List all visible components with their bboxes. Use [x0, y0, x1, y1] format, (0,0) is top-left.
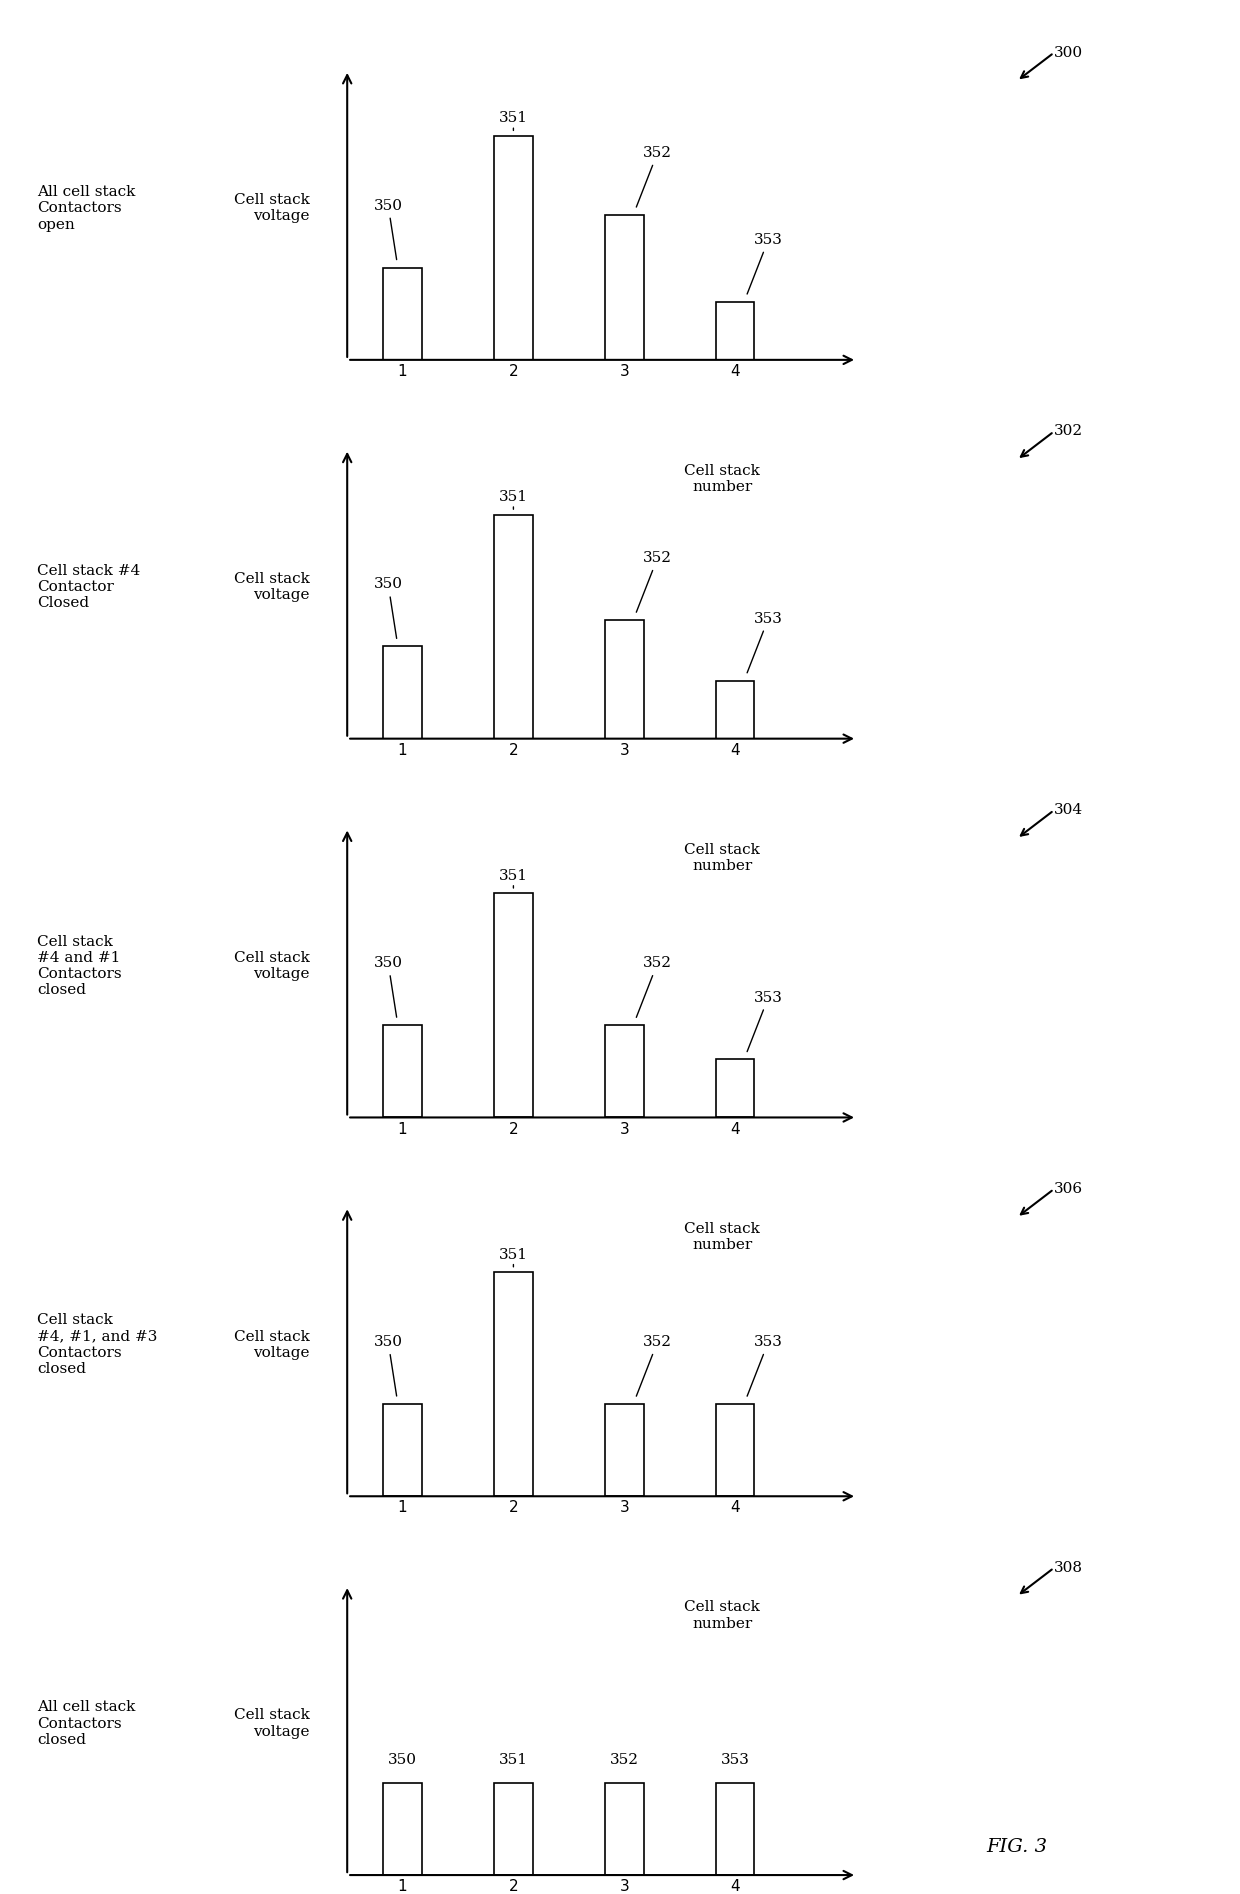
- Bar: [605, 1403, 644, 1496]
- Bar: [605, 1782, 644, 1875]
- Bar: [494, 1273, 533, 1496]
- Text: Cell stack
voltage: Cell stack voltage: [234, 951, 310, 981]
- Text: FIG. 3: FIG. 3: [986, 1837, 1048, 1856]
- Bar: [605, 214, 644, 360]
- Bar: [383, 646, 422, 739]
- Text: 352: 352: [636, 956, 672, 1017]
- Text: 353: 353: [748, 233, 782, 294]
- Text: 304: 304: [1054, 803, 1083, 816]
- Text: 352: 352: [636, 1335, 672, 1396]
- Bar: [494, 1782, 533, 1875]
- Bar: [494, 136, 533, 360]
- Bar: [605, 619, 644, 739]
- Text: 350: 350: [373, 199, 403, 259]
- Text: 351: 351: [498, 112, 528, 125]
- Text: 350: 350: [373, 578, 403, 638]
- Text: 352: 352: [610, 1754, 639, 1767]
- Bar: [383, 1782, 422, 1875]
- Text: Cell stack
number: Cell stack number: [684, 1222, 760, 1252]
- Text: Cell stack
#4 and #1
Contactors
closed: Cell stack #4 and #1 Contactors closed: [37, 934, 122, 998]
- Text: 351: 351: [498, 491, 528, 504]
- Text: Cell stack
voltage: Cell stack voltage: [234, 193, 310, 223]
- Text: Cell stack
#4, #1, and #3
Contactors
closed: Cell stack #4, #1, and #3 Contactors clo…: [37, 1313, 157, 1377]
- Text: 300: 300: [1054, 45, 1083, 59]
- Text: 352: 352: [636, 146, 672, 206]
- Text: All cell stack
Contactors
closed: All cell stack Contactors closed: [37, 1701, 135, 1746]
- Text: 350: 350: [373, 1335, 403, 1396]
- Text: 353: 353: [748, 1335, 782, 1396]
- Bar: [494, 515, 533, 739]
- Text: Cell stack
voltage: Cell stack voltage: [234, 1330, 310, 1360]
- Text: 302: 302: [1054, 424, 1083, 438]
- Bar: [494, 894, 533, 1117]
- Text: Cell stack
number: Cell stack number: [684, 464, 760, 494]
- Text: 350: 350: [373, 956, 403, 1017]
- Text: All cell stack
Contactors
open: All cell stack Contactors open: [37, 186, 135, 231]
- Bar: [605, 1025, 644, 1117]
- Text: 353: 353: [748, 612, 782, 672]
- Text: Cell stack #4
Contactor
Closed: Cell stack #4 Contactor Closed: [37, 564, 140, 610]
- Bar: [383, 267, 422, 360]
- Text: Cell stack
number: Cell stack number: [684, 843, 760, 873]
- Text: 350: 350: [388, 1754, 417, 1767]
- Text: 351: 351: [498, 1248, 528, 1261]
- Bar: [715, 1403, 754, 1496]
- Text: Cell stack
number: Cell stack number: [684, 1600, 760, 1631]
- Bar: [715, 1782, 754, 1875]
- Text: 351: 351: [498, 1754, 528, 1767]
- Text: 352: 352: [636, 551, 672, 612]
- Bar: [383, 1025, 422, 1117]
- Text: 353: 353: [720, 1754, 749, 1767]
- Text: 306: 306: [1054, 1182, 1083, 1195]
- Bar: [715, 1059, 754, 1117]
- Text: 351: 351: [498, 869, 528, 883]
- Text: Cell stack
voltage: Cell stack voltage: [234, 572, 310, 602]
- Bar: [715, 680, 754, 739]
- Text: 308: 308: [1054, 1561, 1083, 1574]
- Bar: [383, 1403, 422, 1496]
- Bar: [715, 301, 754, 360]
- Text: Cell stack
voltage: Cell stack voltage: [234, 1708, 310, 1739]
- Text: 353: 353: [748, 991, 782, 1051]
